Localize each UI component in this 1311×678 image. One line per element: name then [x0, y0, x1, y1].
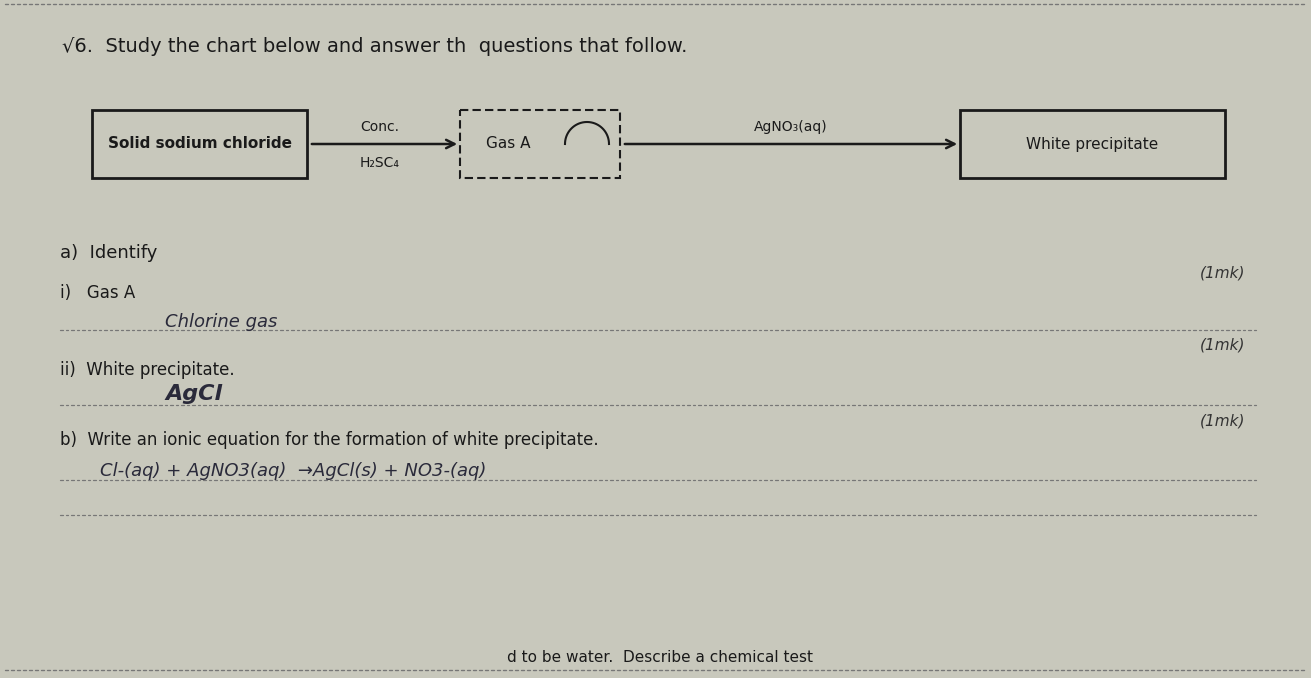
Text: d to be water.  Describe a chemical test: d to be water. Describe a chemical test	[507, 650, 813, 665]
Text: (1mk): (1mk)	[1200, 338, 1245, 353]
Bar	[960, 110, 1224, 178]
Text: (1mk): (1mk)	[1200, 266, 1245, 281]
Text: White precipitate: White precipitate	[1027, 136, 1159, 151]
Text: ii)  White precipitate.: ii) White precipitate.	[60, 361, 235, 379]
Text: √6.  Study the chart below and answer th  questions that follow.: √6. Study the chart below and answer th …	[62, 37, 687, 56]
Text: a)  Identify: a) Identify	[60, 244, 157, 262]
Bar	[92, 110, 307, 178]
Text: Solid sodium chloride: Solid sodium chloride	[108, 136, 291, 151]
Text: Gas A: Gas A	[486, 136, 530, 151]
Text: Chlorine gas: Chlorine gas	[165, 313, 278, 331]
Text: Cl-(aq) + AgNO3(aq)  →AgCl(s) + NO3-(aq): Cl-(aq) + AgNO3(aq) →AgCl(s) + NO3-(aq)	[100, 462, 486, 480]
Text: AgNO₃(aq): AgNO₃(aq)	[754, 120, 827, 134]
Text: b)  Write an ionic equation for the formation of white precipitate.: b) Write an ionic equation for the forma…	[60, 431, 599, 449]
Text: i)   Gas A: i) Gas A	[60, 284, 135, 302]
Text: (1mk): (1mk)	[1200, 413, 1245, 428]
Text: Conc.: Conc.	[361, 120, 399, 134]
Bar	[460, 110, 620, 178]
Text: H₂SC₄: H₂SC₄	[359, 156, 400, 170]
Text: AgCl: AgCl	[165, 384, 222, 404]
